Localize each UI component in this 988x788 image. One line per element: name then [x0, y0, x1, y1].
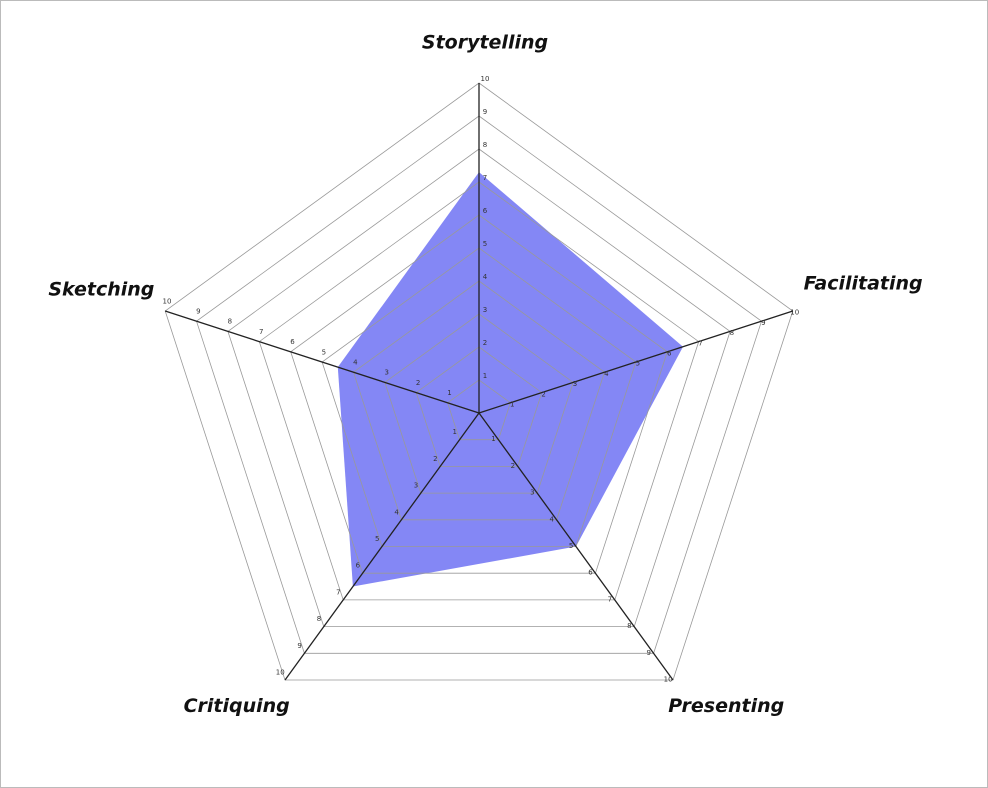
r-tick-label: 7 — [483, 174, 487, 182]
r-tick-label: 3 — [573, 380, 577, 388]
r-tick-label: 2 — [416, 379, 420, 387]
r-tick-label: 2 — [511, 462, 515, 470]
grid-ring — [447, 379, 511, 441]
r-tick-label: 8 — [627, 622, 631, 630]
r-tick-label: 7 — [608, 595, 612, 603]
r-tick-label: 5 — [322, 348, 326, 356]
r-tick-label: 9 — [483, 108, 487, 116]
r-tick-label: 9 — [196, 308, 200, 316]
r-tick-label: 3 — [384, 369, 388, 377]
grid-ring — [258, 181, 700, 601]
r-tick-label: 7 — [698, 339, 702, 347]
r-tick-label: 3 — [483, 306, 487, 314]
r-tick-label: 5 — [569, 542, 573, 550]
r-tick-label: 5 — [636, 360, 640, 368]
r-tick-label: 9 — [646, 649, 650, 657]
r-tick-label: 1 — [510, 401, 514, 409]
r-tick-label: 7 — [259, 328, 263, 336]
grid-ring — [164, 82, 794, 681]
r-tick-label: 4 — [604, 370, 609, 378]
r-tick-label: 8 — [228, 318, 232, 326]
r-tick-label: 10 — [163, 297, 172, 305]
r-tick-label: 6 — [667, 350, 672, 358]
r-tick-label: 7 — [336, 588, 340, 596]
r-tick-label: 5 — [375, 535, 379, 543]
category-label: Critiquing — [184, 695, 290, 717]
grid-ring — [321, 247, 637, 547]
r-tick-label: 8 — [483, 141, 487, 149]
r-tick-label: 4 — [353, 359, 358, 367]
category-label: Storytelling — [422, 32, 548, 54]
r-tick-label: 10 — [481, 75, 490, 83]
r-tick-label: 6 — [588, 569, 593, 577]
r-tick-label: 1 — [491, 435, 495, 443]
grid-ring — [290, 214, 668, 574]
r-tick-label: 6 — [290, 338, 295, 346]
r-tick-label: 1 — [483, 372, 487, 380]
r-tick-label: 4 — [549, 515, 554, 523]
axis-line — [478, 412, 674, 681]
grid-ring — [415, 346, 543, 467]
category-label: Sketching — [48, 278, 154, 300]
r-tick-label: 3 — [530, 489, 534, 497]
grid-ring — [196, 115, 762, 654]
r-tick-label: 1 — [452, 428, 456, 436]
r-tick-label: 2 — [541, 390, 545, 398]
grid-ring — [384, 313, 574, 494]
r-tick-label: 6 — [483, 207, 488, 215]
grid-ring — [227, 148, 731, 627]
r-tick-label: 2 — [433, 455, 437, 463]
r-tick-label: 4 — [394, 508, 399, 516]
r-tick-label: 8 — [730, 329, 734, 337]
grid-ring — [353, 280, 605, 521]
r-tick-label: 4 — [483, 273, 488, 281]
axis-line — [164, 310, 480, 414]
r-tick-label: 10 — [276, 668, 285, 676]
axis-line — [284, 412, 480, 681]
r-tick-label: 6 — [356, 562, 361, 570]
r-tick-label: 10 — [790, 309, 799, 317]
r-tick-label: 2 — [483, 339, 487, 347]
category-label: Facilitating — [804, 272, 923, 294]
r-tick-label: 1 — [447, 389, 451, 397]
r-tick-label: 8 — [317, 615, 321, 623]
r-tick-label: 9 — [761, 319, 765, 327]
r-tick-label: 3 — [414, 482, 418, 490]
r-tick-label: 9 — [297, 642, 301, 650]
axis-line — [478, 310, 794, 414]
r-tick-label: 10 — [664, 676, 673, 684]
category-label: Presenting — [668, 695, 784, 717]
r-tick-label: 5 — [483, 240, 487, 248]
